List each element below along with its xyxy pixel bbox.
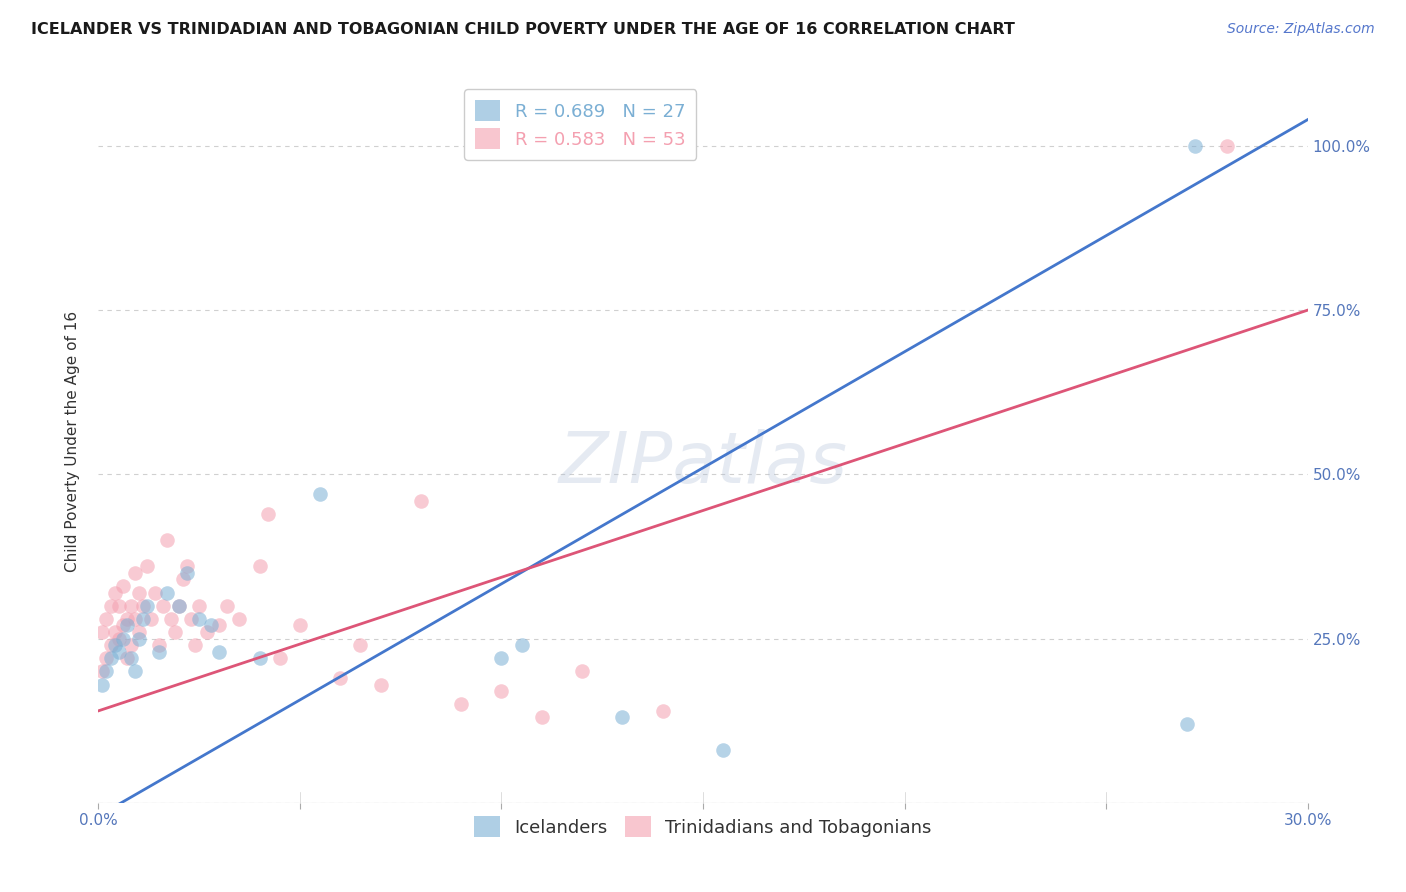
Point [228, 612, 250, 626]
Point [107, 599, 129, 613]
Point [160, 612, 183, 626]
Point [107, 632, 129, 646]
Point [124, 566, 146, 580]
Text: ICELANDER VS TRINIDADIAN AND TOBAGONIAN CHILD POVERTY UNDER THE AGE OF 16 CORREL: ICELANDER VS TRINIDADIAN AND TOBAGONIAN … [31, 22, 1015, 37]
Point [450, 698, 472, 712]
Point [269, 651, 291, 665]
Point [115, 651, 138, 665]
Point [132, 612, 155, 626]
Point [208, 618, 231, 632]
Point [349, 638, 371, 652]
Point [128, 632, 150, 646]
Point [612, 710, 634, 724]
Point [120, 651, 142, 665]
Point [103, 625, 125, 640]
Text: ZIPatlas: ZIPatlas [558, 429, 848, 498]
Point [111, 579, 134, 593]
Point [91, 677, 114, 691]
Point [115, 618, 138, 632]
Point [103, 638, 125, 652]
Point [571, 665, 593, 679]
Point [329, 671, 352, 685]
Point [96, 612, 118, 626]
Point [135, 599, 157, 613]
Point [124, 665, 146, 679]
Point [100, 599, 122, 613]
Point [188, 612, 211, 626]
Point [184, 638, 207, 652]
Y-axis label: Child Poverty Under the Age of 16: Child Poverty Under the Age of 16 [65, 311, 80, 572]
Point [156, 585, 179, 599]
Point [249, 559, 271, 574]
Point [100, 651, 122, 665]
Point [91, 625, 114, 640]
Point [510, 638, 533, 652]
Point [148, 638, 170, 652]
Point [217, 599, 239, 613]
Legend: Icelanders, Trinidadians and Tobagonians: Icelanders, Trinidadians and Tobagonians [467, 809, 939, 845]
Point [172, 573, 194, 587]
Point [409, 493, 432, 508]
Point [288, 618, 311, 632]
Point [1184, 139, 1206, 153]
Point [163, 625, 186, 640]
Point [176, 559, 198, 574]
Point [148, 645, 170, 659]
Point [249, 651, 271, 665]
Text: Source: ZipAtlas.com: Source: ZipAtlas.com [1227, 22, 1375, 37]
Point [111, 618, 134, 632]
Point [103, 585, 125, 599]
Point [152, 599, 174, 613]
Point [156, 533, 179, 547]
Point [124, 612, 146, 626]
Point [128, 625, 150, 640]
Point [491, 684, 513, 698]
Point [1175, 717, 1198, 731]
Point [120, 638, 142, 652]
Point [96, 665, 118, 679]
Point [167, 599, 190, 613]
Point [1216, 139, 1239, 153]
Point [188, 599, 211, 613]
Point [256, 507, 278, 521]
Point [180, 612, 202, 626]
Point [96, 651, 118, 665]
Point [115, 612, 138, 626]
Point [128, 585, 150, 599]
Point [370, 677, 392, 691]
Point [135, 559, 157, 574]
Point [167, 599, 190, 613]
Point [107, 645, 129, 659]
Point [143, 585, 166, 599]
Point [309, 487, 332, 501]
Point [200, 618, 222, 632]
Point [111, 632, 134, 646]
Point [91, 665, 114, 679]
Point [120, 599, 142, 613]
Point [530, 710, 553, 724]
Point [195, 625, 218, 640]
Point [132, 599, 155, 613]
Point [139, 612, 162, 626]
Point [711, 743, 734, 757]
Point [651, 704, 673, 718]
Point [208, 645, 231, 659]
Point [491, 651, 513, 665]
Point [100, 638, 122, 652]
Point [176, 566, 198, 580]
